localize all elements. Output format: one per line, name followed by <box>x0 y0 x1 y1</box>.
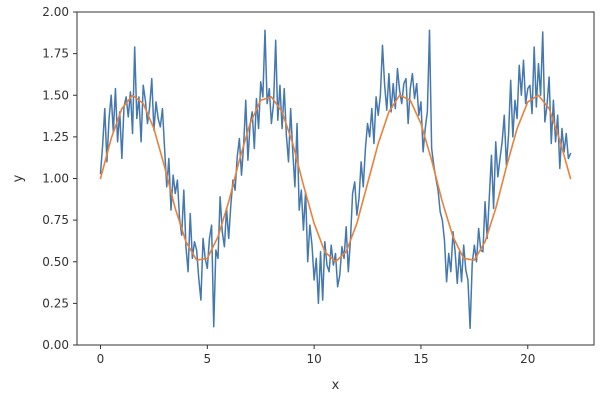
series-line-2 <box>99 94 572 263</box>
x-tick-label: 20 <box>520 352 535 366</box>
y-tick-label: 2.00 <box>42 5 69 19</box>
y-tick-label: 0.50 <box>42 255 69 269</box>
y-tick-label: 0.25 <box>42 296 69 310</box>
y-axis-label: y <box>11 174 26 182</box>
series-line-1 <box>99 29 572 330</box>
x-tick-label: 5 <box>203 352 211 366</box>
y-tick-label: 0.00 <box>42 338 69 352</box>
x-tick-label: 10 <box>306 352 321 366</box>
plot-background <box>77 12 594 345</box>
x-tick-label: 0 <box>97 352 105 366</box>
axes-layer: 0 5 10 15 20 0.00 0.25 0.50 0.75 1.00 1.25 1.50 1.75… <box>42 5 595 366</box>
y-tick-label: 1.00 <box>42 172 69 186</box>
x-tick-label: 15 <box>413 352 428 366</box>
y-tick-label: 1.25 <box>42 130 69 144</box>
y-tick-label: 0.75 <box>42 213 69 227</box>
y-tick-label: 1.50 <box>42 88 69 102</box>
plot-area <box>77 12 594 345</box>
y-tick-label: 1.75 <box>42 47 69 61</box>
series-layer <box>99 29 572 330</box>
x-axis-label: x <box>332 378 340 393</box>
